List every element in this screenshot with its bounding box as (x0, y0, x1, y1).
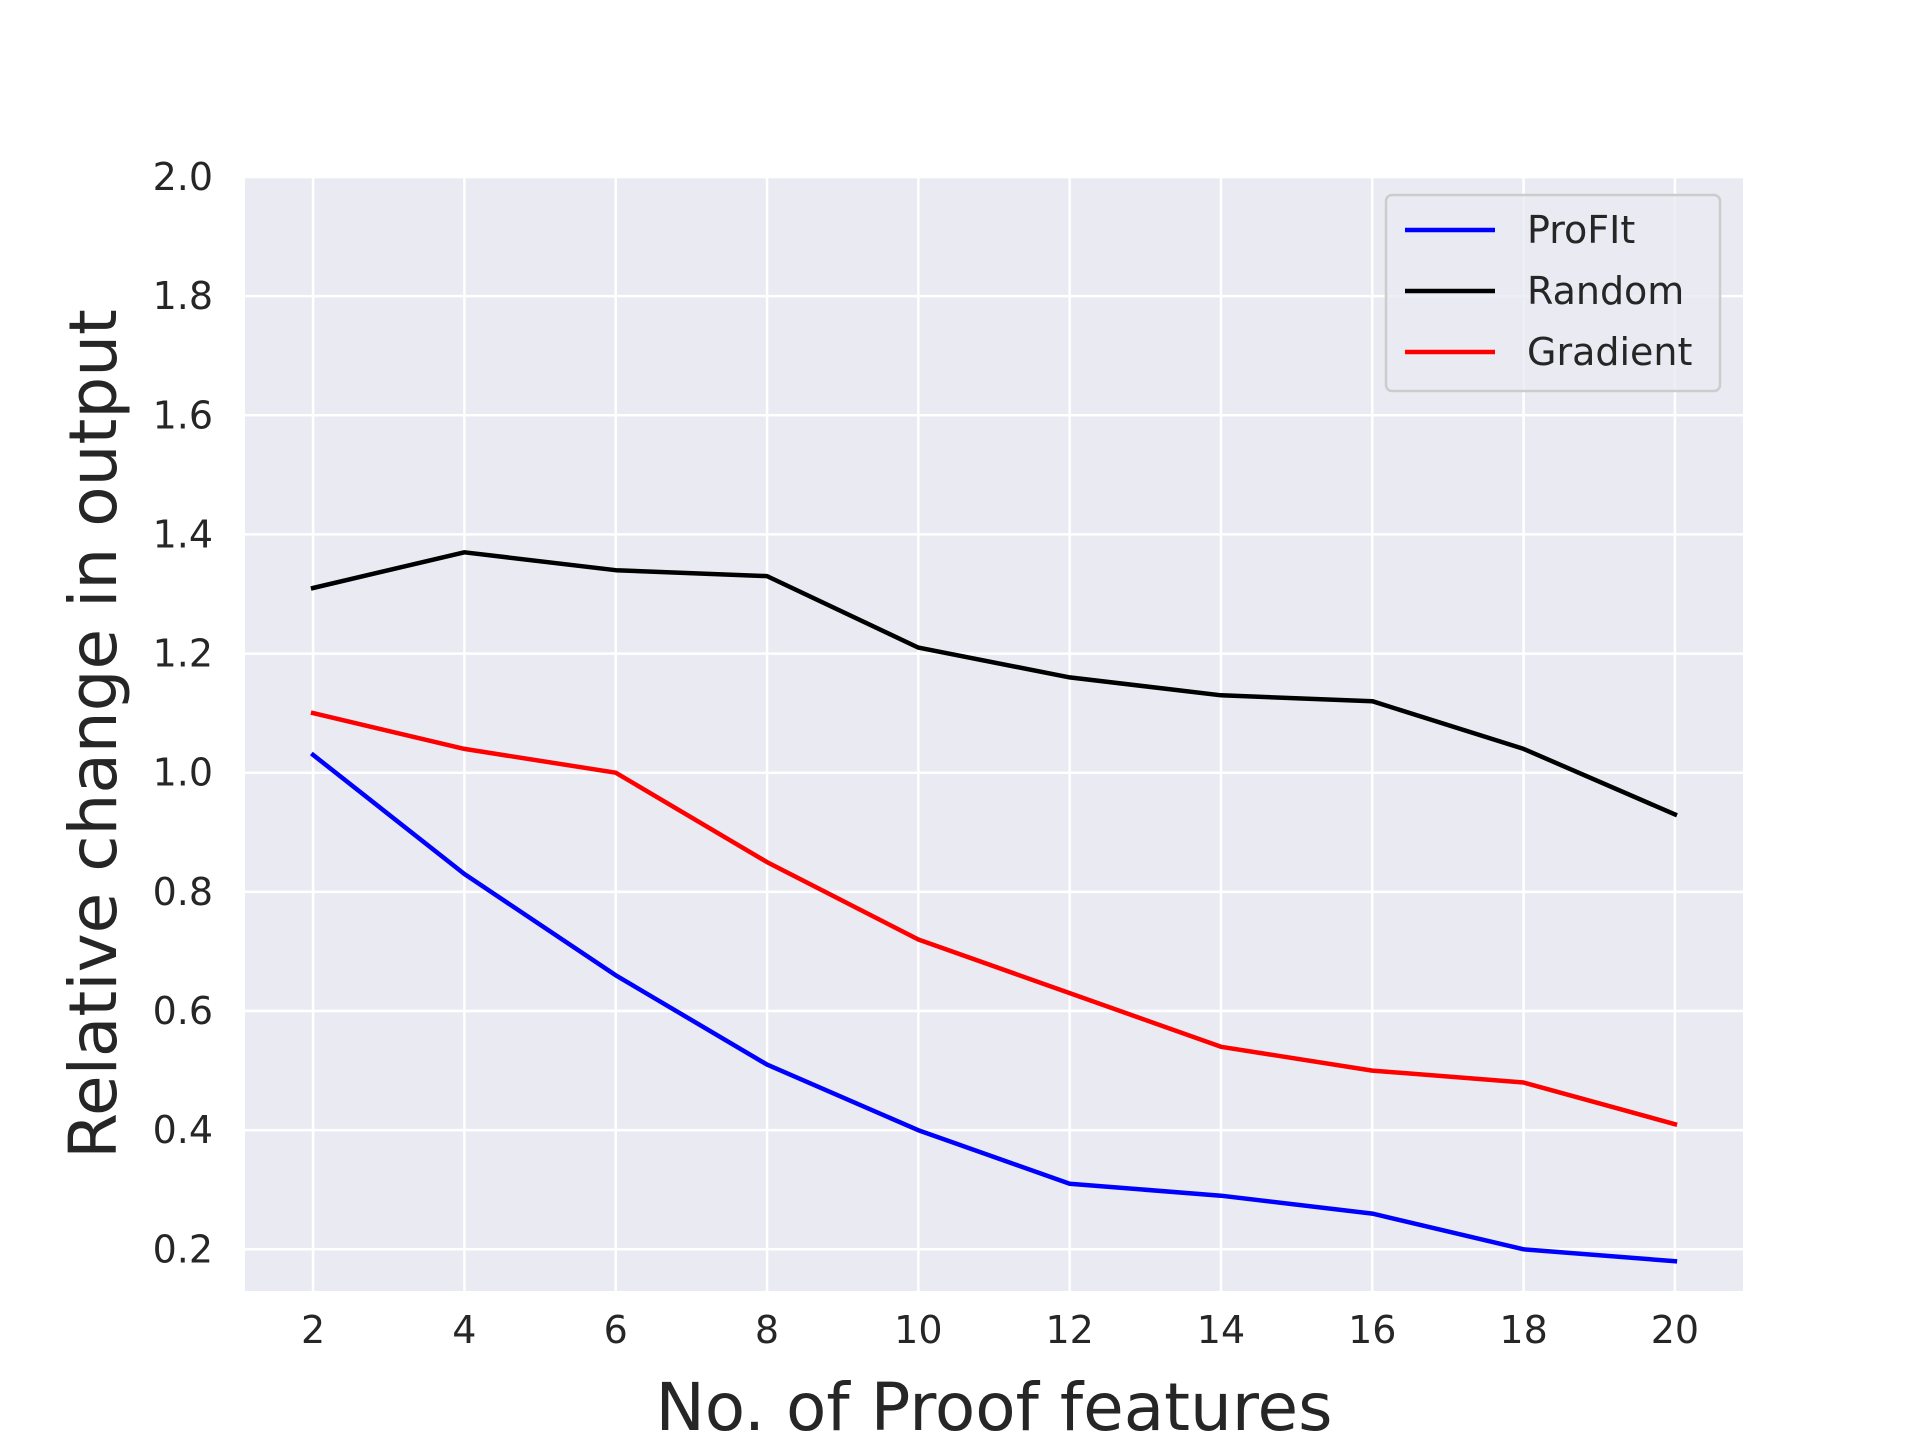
y-tick-label: 1.6 (153, 393, 213, 437)
x-tick-label: 18 (1499, 1308, 1547, 1352)
y-tick-label: 0.6 (153, 989, 213, 1033)
x-axis-title: No. of Proof features (655, 1369, 1332, 1440)
legend-label-random: Random (1527, 269, 1684, 313)
x-tick-label: 10 (894, 1308, 942, 1352)
y-tick-label: 1.4 (153, 512, 213, 556)
x-tick-label: 16 (1348, 1308, 1396, 1352)
y-tick-label: 1.8 (153, 274, 213, 318)
legend-items: ProFIt Random Gradient (1405, 208, 1692, 374)
y-tick-label: 0.4 (153, 1108, 213, 1152)
x-tick-label: 8 (755, 1308, 779, 1352)
y-tick-label: 0.8 (153, 870, 213, 914)
series-line-random (310, 550, 1678, 818)
x-tick-label: 6 (604, 1308, 628, 1352)
x-tick-labels: 2 4 6 8 10 12 14 16 18 20 (301, 1308, 1699, 1352)
legend: ProFIt Random Gradient (1384, 193, 1722, 393)
x-tick-label: 12 (1045, 1308, 1093, 1352)
x-tick-label: 14 (1197, 1308, 1245, 1352)
legend-label-gradient: Gradient (1527, 330, 1692, 374)
legend-label-profit: ProFIt (1527, 208, 1635, 252)
y-tick-label: 0.2 (153, 1227, 213, 1271)
y-tick-label: 2.0 (153, 155, 213, 199)
legend-box (1384, 193, 1722, 393)
y-axis-title: Relative change in output (55, 309, 132, 1159)
x-tick-label: 4 (452, 1308, 476, 1352)
series-line-gradient (310, 710, 1678, 1127)
y-tick-label: 1.0 (153, 751, 213, 795)
series-line-profit (309, 751, 1678, 1264)
x-tick-label: 2 (301, 1308, 325, 1352)
x-tick-label: 20 (1651, 1308, 1699, 1352)
series-lines (309, 550, 1678, 1264)
y-tick-labels: 0.2 0.4 0.6 0.8 1.0 1.2 1.4 1.6 1.8 2.0 (153, 155, 213, 1271)
y-tick-label: 1.2 (153, 632, 213, 676)
